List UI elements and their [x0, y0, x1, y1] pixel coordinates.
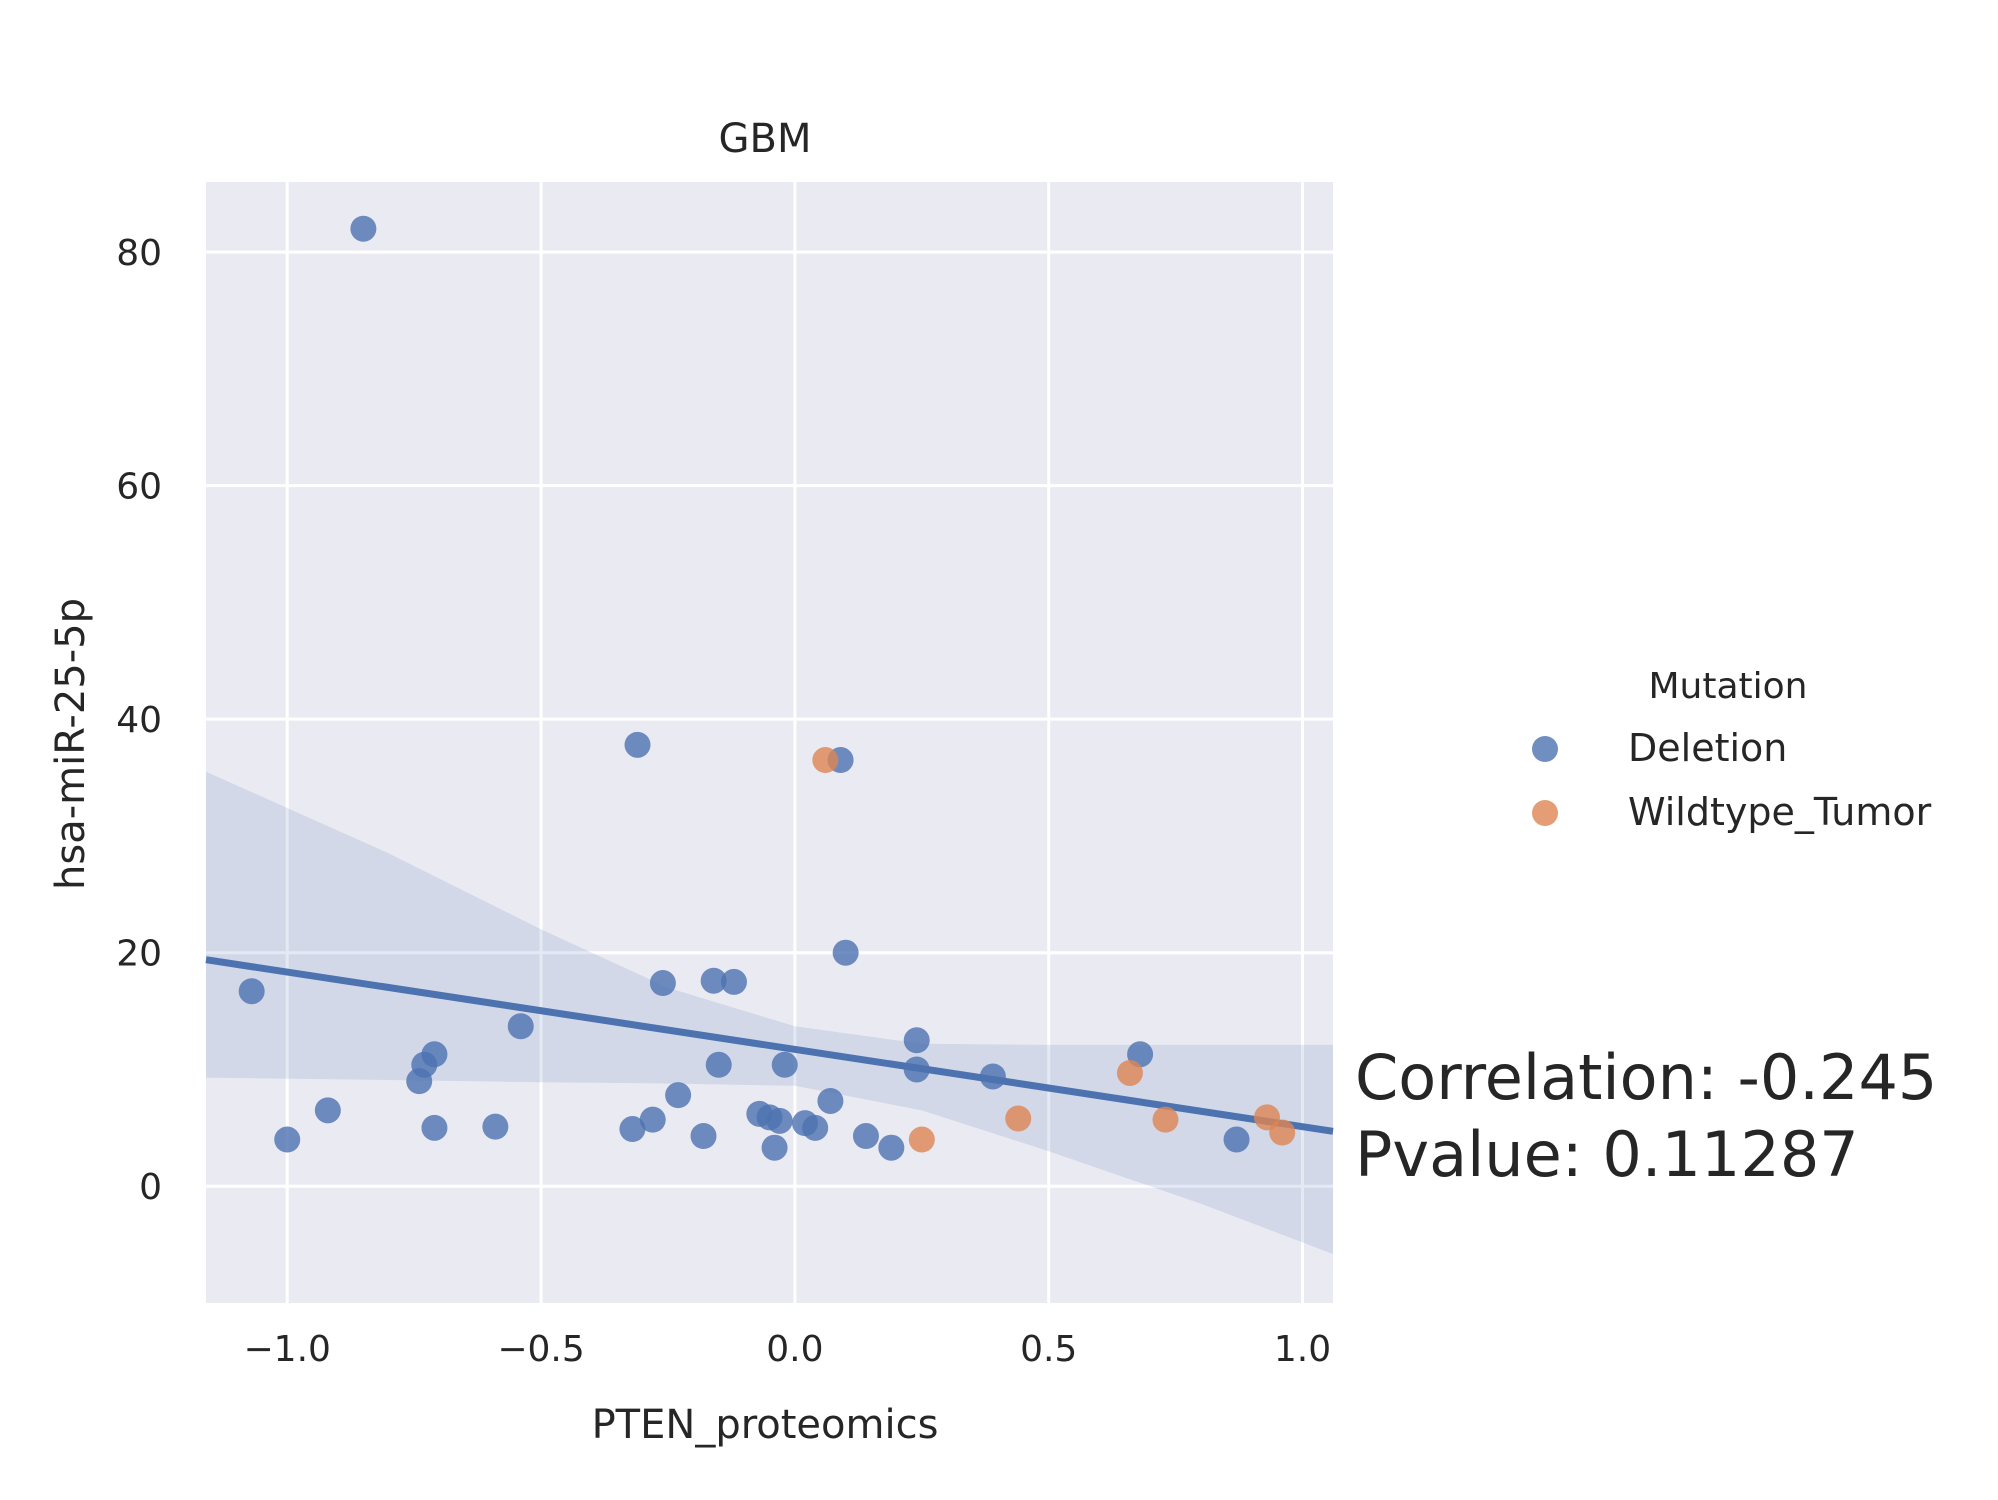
- y-tick-label: 60: [116, 467, 162, 508]
- data-point-wildtype-tumor: [1116, 1059, 1143, 1086]
- confidence-band-layer: [206, 771, 1333, 1254]
- data-point-deletion: [619, 1116, 646, 1143]
- regression-layer: [205, 956, 1334, 1135]
- data-point-deletion: [903, 1056, 930, 1083]
- legend-marker-deletion: [1532, 736, 1558, 762]
- y-tick-label: 80: [116, 233, 162, 274]
- data-point-wildtype-tumor: [908, 1126, 935, 1153]
- chart-title: GBM: [719, 116, 812, 162]
- y-tick-label: 0: [139, 1167, 162, 1208]
- data-point-deletion: [802, 1114, 829, 1141]
- legend-label-wildtype-tumor: Wildtype_Tumor: [1628, 790, 1932, 834]
- legend: Mutation Deletion Wildtype_Tumor: [1532, 666, 1932, 834]
- data-point-deletion: [903, 1027, 930, 1054]
- x-tick-label: 0.5: [1020, 1329, 1077, 1370]
- data-point-deletion: [238, 978, 265, 1005]
- data-point-wildtype-tumor: [1005, 1105, 1032, 1132]
- data-point-wildtype-tumor: [812, 747, 839, 774]
- pvalue-annotation: Pvalue: 0.11287: [1355, 1118, 1859, 1191]
- legend-title: Mutation: [1648, 666, 1807, 707]
- y-tick-labels: 0 20 40 60 80: [116, 233, 162, 1208]
- data-point-deletion: [817, 1087, 844, 1114]
- data-point-deletion: [705, 1051, 732, 1078]
- y-axis-label: hsa-miR-25-5p: [48, 598, 94, 890]
- data-point-wildtype-tumor: [1152, 1106, 1179, 1133]
- legend-label-deletion: Deletion: [1628, 726, 1787, 770]
- data-point-deletion: [852, 1123, 879, 1150]
- points-layer: [238, 215, 1296, 1161]
- data-point-deletion: [832, 939, 859, 966]
- data-point-deletion: [665, 1082, 692, 1109]
- x-tick-label: −1.0: [244, 1329, 331, 1370]
- data-point-deletion: [507, 1013, 534, 1040]
- data-point-deletion: [761, 1134, 788, 1161]
- x-axis-label: PTEN_proteomics: [592, 1402, 939, 1448]
- data-point-deletion: [1223, 1126, 1250, 1153]
- legend-marker-wildtype-tumor: [1532, 800, 1558, 826]
- data-point-deletion: [624, 731, 651, 758]
- x-tick-labels: −1.0 −0.5 0.0 0.5 1.0: [244, 1329, 1332, 1370]
- data-point-deletion: [878, 1134, 905, 1161]
- data-point-deletion: [350, 215, 377, 242]
- data-point-deletion: [979, 1063, 1006, 1090]
- data-point-deletion: [649, 970, 676, 997]
- data-point-deletion: [700, 967, 727, 994]
- grid: [206, 182, 1333, 1303]
- data-point-deletion: [314, 1097, 341, 1124]
- regression-line: [205, 956, 1334, 1135]
- x-tick-label: −0.5: [497, 1329, 584, 1370]
- data-point-deletion: [771, 1051, 798, 1078]
- x-tick-label: 0.0: [766, 1329, 823, 1370]
- data-point-deletion: [421, 1041, 448, 1068]
- data-point-deletion: [482, 1113, 509, 1140]
- data-point-deletion: [690, 1123, 717, 1150]
- data-point-wildtype-tumor: [1269, 1119, 1296, 1146]
- y-tick-label: 20: [116, 934, 162, 975]
- data-point-deletion: [639, 1106, 666, 1133]
- data-point-deletion: [274, 1126, 301, 1153]
- x-tick-label: 1.0: [1274, 1329, 1331, 1370]
- y-tick-label: 40: [116, 700, 162, 741]
- data-point-deletion: [766, 1107, 793, 1134]
- data-point-deletion: [720, 968, 747, 995]
- data-point-deletion: [421, 1114, 448, 1141]
- confidence-band: [206, 771, 1333, 1254]
- correlation-annotation: Correlation: -0.245: [1355, 1041, 1937, 1114]
